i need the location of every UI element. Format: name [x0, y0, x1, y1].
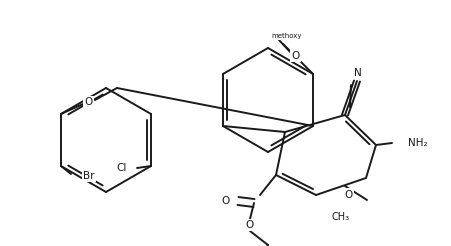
Text: N: N [353, 68, 361, 78]
Text: O: O [245, 220, 253, 230]
Text: methoxy: methoxy [271, 33, 302, 39]
Text: Br: Br [83, 171, 94, 181]
Text: CH₃: CH₃ [331, 212, 349, 222]
Text: O: O [221, 196, 230, 206]
Text: O: O [344, 189, 352, 200]
Text: O: O [290, 51, 299, 61]
Text: NH₂: NH₂ [407, 138, 427, 148]
Text: O: O [85, 97, 93, 107]
Text: Cl: Cl [116, 163, 127, 173]
